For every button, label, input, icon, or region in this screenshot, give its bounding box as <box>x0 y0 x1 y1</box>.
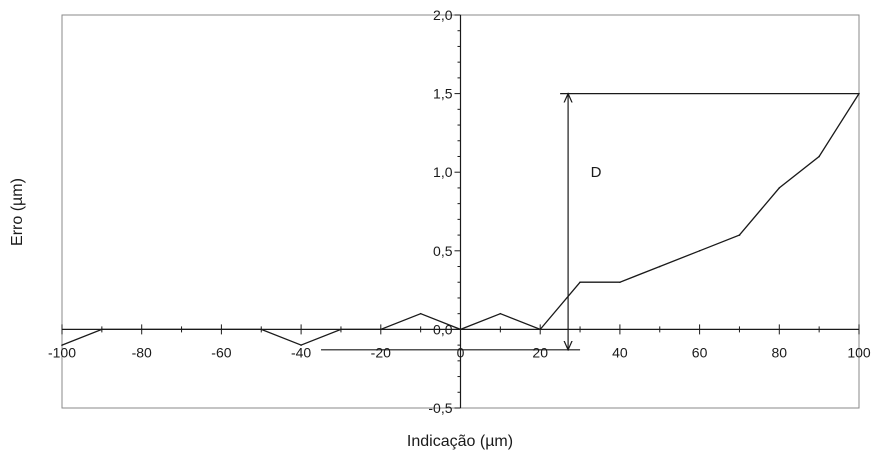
data-point <box>579 281 581 284</box>
tick-labels: -100 -80 -60 -40 -20 0 20 40 60 80 100 -0,5 0,0 0,5 1,… <box>48 7 871 416</box>
x-tick-label: -80 <box>132 344 152 360</box>
data-point <box>220 328 223 331</box>
data-point <box>140 328 143 331</box>
d-annotation: D <box>321 94 859 350</box>
data-point <box>539 328 541 331</box>
data-point <box>818 155 820 158</box>
data-point <box>101 328 103 331</box>
d-label: D <box>591 164 602 181</box>
data-point <box>459 328 462 331</box>
x-tick-label: 0 <box>457 344 465 360</box>
data-point <box>658 265 661 268</box>
data-point <box>619 281 621 284</box>
data-point <box>180 328 183 331</box>
data-point <box>260 328 263 331</box>
data-point <box>419 312 422 315</box>
series <box>61 92 860 346</box>
data-point <box>380 328 382 331</box>
data-point <box>340 328 342 331</box>
x-axis-title: Indicação (µm) <box>407 433 513 450</box>
x-tick-label: -20 <box>371 344 391 360</box>
x-tick-label: -60 <box>211 344 231 360</box>
y-tick-label: 1,5 <box>433 86 453 102</box>
data-point <box>300 344 302 346</box>
y-tick-label: 0,0 <box>433 321 453 337</box>
data-point <box>778 187 781 189</box>
x-tick-label: 80 <box>772 344 788 360</box>
data-point <box>61 344 63 346</box>
data-point <box>738 234 741 236</box>
y-axis-title: Erro (µm) <box>9 178 26 246</box>
data-point <box>499 312 502 315</box>
y-tick-label: 2,0 <box>433 7 453 23</box>
y-tick-label: 0,5 <box>433 243 453 259</box>
x-tick-label: 60 <box>692 344 708 360</box>
x-tick-label: 40 <box>612 344 628 360</box>
ticks <box>61 14 860 409</box>
x-tick-label: 100 <box>847 344 871 360</box>
y-tick-label: -0,5 <box>428 400 452 416</box>
x-tick-label: -40 <box>291 344 311 360</box>
y-tick-label: 1,0 <box>433 164 453 180</box>
data-point <box>698 250 701 252</box>
x-tick-label: -100 <box>48 344 76 360</box>
x-tick-label: 20 <box>532 344 548 360</box>
